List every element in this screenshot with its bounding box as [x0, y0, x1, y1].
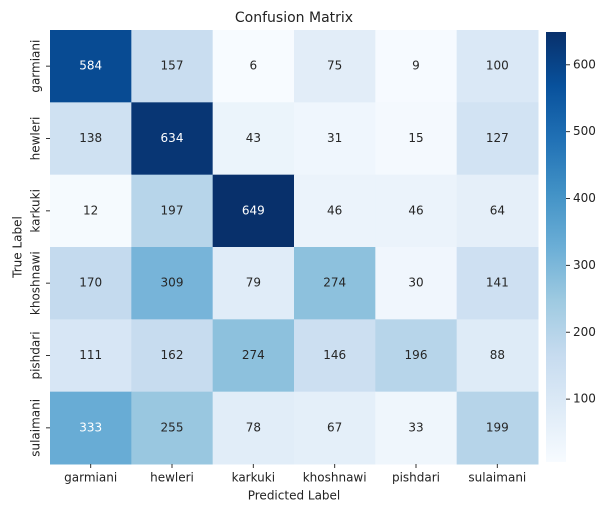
y-tick-label: sulaimani: [29, 399, 43, 457]
heatmap-cell: [212, 30, 295, 103]
cell-label: 141: [486, 276, 509, 290]
heatmap-cell: [294, 247, 376, 320]
cell-label: 199: [486, 420, 509, 434]
cell-label: 78: [246, 420, 261, 434]
heatmap-cell: [212, 247, 295, 320]
cell-label: 333: [79, 420, 102, 434]
cell-label: 100: [486, 59, 509, 73]
cell-label: 9: [412, 59, 420, 73]
x-tick-label: pishdari: [392, 471, 440, 485]
chart-title: Confusion Matrix: [235, 10, 353, 26]
heatmap-cell: [294, 30, 376, 103]
cell-label: 274: [323, 276, 346, 290]
colorbar: [546, 32, 566, 462]
x-tick-label: khoshnawi: [303, 471, 367, 485]
heatmap-cell: [375, 102, 458, 176]
heatmap-cell: [131, 174, 214, 248]
heatmap-cell: [375, 174, 458, 248]
heatmap-cell: [375, 30, 458, 103]
heatmap-cell: [131, 247, 214, 320]
cell-label: 157: [161, 59, 184, 73]
colorbar-tick-label: 400: [573, 191, 596, 205]
cell-label: 274: [242, 348, 265, 362]
cell-label: 309: [161, 276, 184, 290]
heatmap-cell: [456, 391, 539, 465]
colorbar-tick-label: 100: [573, 392, 596, 406]
cell-label: 33: [408, 420, 423, 434]
heatmap-cell: [456, 247, 539, 320]
cell-label: 649: [242, 203, 265, 217]
cell-label: 67: [327, 420, 342, 434]
y-tick-label: hewleri: [29, 117, 43, 161]
heatmap-cell: [131, 30, 214, 103]
cell-label: 634: [161, 131, 184, 145]
cell-label: 127: [486, 131, 509, 145]
x-tick-label: sulaimani: [468, 471, 526, 485]
heatmap-cell: [456, 174, 539, 248]
heatmap-cell: [131, 102, 214, 176]
x-axis-label: Predicted Label: [248, 489, 341, 503]
heatmap-cell: [131, 391, 214, 465]
x-tick-label: garmiani: [64, 471, 117, 485]
heatmap-cell: [212, 174, 295, 248]
heatmap-cell: [294, 102, 376, 176]
heatmap-cell: [131, 319, 214, 393]
colorbar-tick-label: 500: [573, 124, 596, 138]
cell-label: 6: [250, 59, 258, 73]
cell-label: 146: [323, 348, 346, 362]
cell-label: 46: [327, 203, 342, 217]
heatmap-cell: [212, 391, 295, 465]
cell-label: 584: [79, 59, 102, 73]
cell-label: 12: [83, 203, 98, 217]
y-tick-label: karkuki: [29, 189, 43, 233]
cell-label: 46: [408, 203, 423, 217]
heatmap-cell: [294, 391, 376, 465]
cell-label: 162: [161, 348, 184, 362]
y-axis-label: True Label: [11, 216, 25, 279]
y-tick-label: garmiani: [29, 40, 43, 93]
cell-label: 75: [327, 59, 342, 73]
heatmap-cell: [50, 319, 132, 393]
cell-label: 79: [246, 276, 261, 290]
colorbar-tick-label: 200: [573, 325, 596, 339]
cell-label: 138: [79, 131, 102, 145]
heatmap-cell: [375, 391, 458, 465]
heatmap-cell: [50, 30, 132, 103]
cell-label: 30: [408, 276, 423, 290]
cell-label: 255: [161, 420, 184, 434]
heatmap-cell: [50, 247, 132, 320]
y-tick-label: pishdari: [29, 331, 43, 379]
heatmap-cell: [456, 30, 539, 103]
heatmap-cell: [375, 247, 458, 320]
cell-label: 111: [79, 348, 102, 362]
x-tick-label: karkuki: [232, 471, 276, 485]
heatmap-cell: [212, 102, 295, 176]
heatmap-cell: [456, 319, 539, 393]
heatmap-cell: [456, 102, 539, 176]
heatmap-cell: [294, 319, 376, 393]
cell-label: 64: [490, 203, 505, 217]
cell-label: 197: [161, 203, 184, 217]
cell-label: 43: [246, 131, 261, 145]
heatmap-cell: [50, 174, 132, 248]
cell-label: 170: [79, 276, 102, 290]
heatmap-cell: [212, 319, 295, 393]
heatmap-cell: [50, 102, 132, 176]
cell-label: 15: [408, 131, 423, 145]
x-tick-label: hewleri: [150, 471, 194, 485]
cell-label: 88: [490, 348, 505, 362]
colorbar-tick-label: 300: [573, 258, 596, 272]
y-tick-label: khoshnawi: [29, 251, 43, 315]
heatmap-cell: [375, 319, 458, 393]
cell-label: 196: [405, 348, 428, 362]
heatmap-cell: [294, 174, 376, 248]
heatmap-cell: [50, 391, 132, 465]
cell-label: 31: [327, 131, 342, 145]
colorbar-tick-label: 600: [573, 57, 596, 71]
